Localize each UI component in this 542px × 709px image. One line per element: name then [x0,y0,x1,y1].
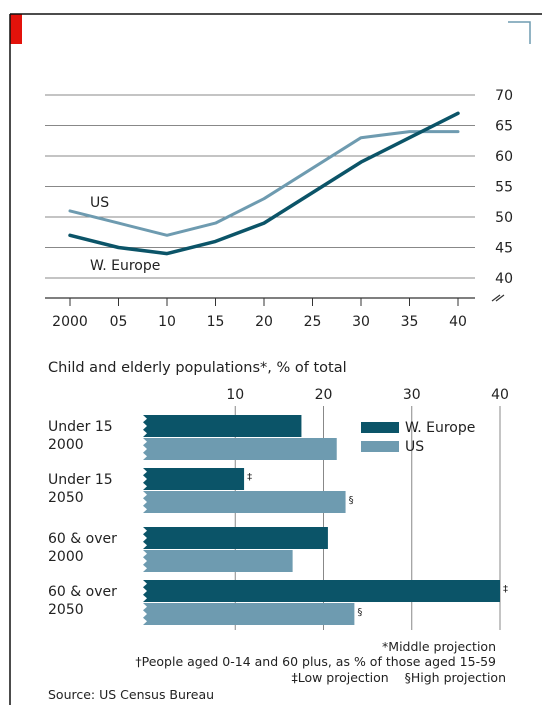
west-europe-series-line [68,111,460,256]
line-chart-ytick-label: 45 [495,241,513,257]
bar-category-label: 60 & over [48,584,117,600]
bar-category-label: 2000 [48,549,84,565]
bar-chart-xtick-label: 40 [491,387,509,403]
bar-category-label: 60 & over [48,531,117,547]
west-europe-bar [143,468,245,490]
line-chart-ytick-label: 70 [495,88,513,104]
legend-swatch-us [361,441,399,452]
line-chart-xtick-label: 25 [304,314,322,330]
bar-chart-title: Child and elderly populations*, % of tot… [48,360,347,376]
legend-swatch-west-europe [361,422,399,433]
axis-break-icon [491,294,505,302]
line-chart-xtick-label: 30 [352,314,370,330]
line-chart-xtick-label: 35 [401,314,419,330]
line-chart-xtick-label: 20 [255,314,273,330]
west-europe-bar [143,415,302,437]
west-europe-bar [143,527,328,549]
us-bar [143,438,337,460]
footnote-projections: ‡Low projection §High projection [291,670,506,685]
brand-tag [10,14,22,44]
line-chart-xtick-label: 2000 [52,314,88,330]
line-chart-ytick-label: 50 [495,210,513,226]
line-chart-ytick-label: 65 [495,119,513,135]
bar-footnote-mark: ‡ [503,584,508,595]
bar-category-label: 2000 [48,437,84,453]
line-chart-ytick-label: 40 [495,271,513,287]
bar-chart-xtick-label: 10 [226,387,244,403]
line-chart-ytick-label: 60 [495,149,513,165]
bar-footnote-mark: § [357,607,362,618]
legend-label-west-europe: W. Europe [405,420,475,436]
footnote-middle-projection: *Middle projection [382,639,496,654]
line-chart-xtick-label: 15 [207,314,225,330]
us-series-line [68,130,460,237]
bar-footnote-mark: § [349,495,354,506]
legend-label-us: US [405,439,424,455]
bar-category-label: Under 15 [48,472,113,488]
us-bar [143,550,293,572]
line-chart-xtick-label: 10 [158,314,176,330]
bar-footnote-mark: ‡ [247,472,252,483]
bar-chart-xtick-label: 30 [403,387,421,403]
bar-category-label: Under 15 [48,419,113,435]
us-series-label: US [90,195,109,211]
us-bar [143,491,346,513]
line-chart-ytick-label: 55 [495,180,513,196]
us-bar [143,603,355,625]
line-chart-xtick-label: 40 [449,314,467,330]
footnote-people-aged: †People aged 0-14 and 60 plus, as % of t… [135,654,496,669]
bar-chart-xtick-label: 20 [315,387,333,403]
west-europe-series-label: W. Europe [90,258,160,274]
corner-mark-icon [508,21,531,44]
bar-category-label: 2050 [48,490,84,506]
source-note: Source: US Census Bureau [48,687,214,702]
bar-category-label: 2050 [48,602,84,618]
line-chart-xtick-label: 05 [110,314,128,330]
west-europe-bar [143,580,500,602]
